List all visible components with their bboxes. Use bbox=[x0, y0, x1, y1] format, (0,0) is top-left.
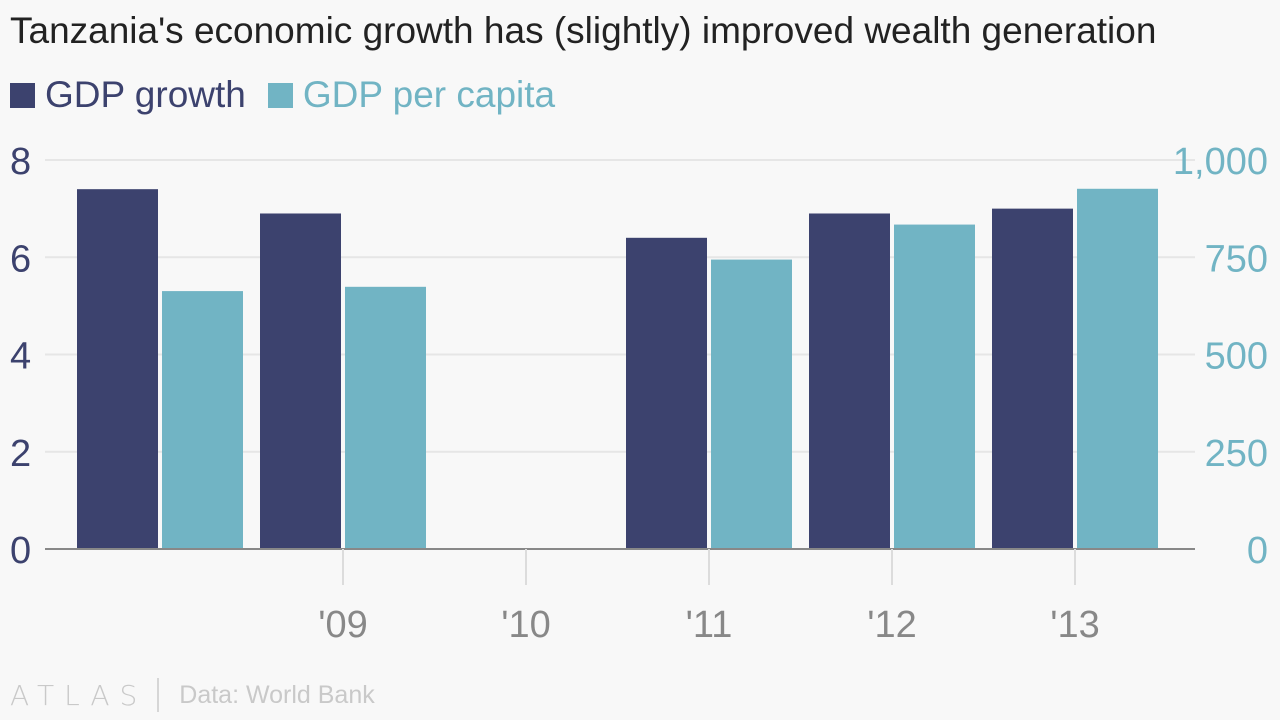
y-left-tick-label: 2 bbox=[10, 433, 31, 475]
bar-chart: 0 2 4 6 8 0 250 500 750 1,000 '09 '10 '11 '12 '13 bbox=[10, 141, 1268, 646]
legend-item-gdp-per-capita: GDP per capita bbox=[267, 74, 556, 116]
bar-gdp-growth bbox=[992, 208, 1073, 549]
y-left-tick-label: 4 bbox=[10, 336, 31, 378]
bar-gdp-growth bbox=[809, 213, 890, 550]
legend: GDP growth GDP per capita bbox=[10, 74, 577, 116]
y-right-tick-label: 250 bbox=[1205, 433, 1268, 475]
bar-gdp-per-capita bbox=[345, 286, 426, 549]
bar-gdp-growth bbox=[626, 237, 707, 550]
x-tick-label: '13 bbox=[1050, 604, 1100, 646]
legend-label-gdp-growth: GDP growth bbox=[45, 74, 246, 115]
bar-gdp-growth bbox=[260, 213, 341, 550]
atlas-logo: ATLAS bbox=[10, 678, 148, 712]
y-right-tick-label: 1,000 bbox=[1173, 141, 1268, 183]
y-right-tick-label: 500 bbox=[1205, 336, 1268, 378]
bar-gdp-per-capita bbox=[1077, 188, 1158, 549]
x-tick-label: '10 bbox=[501, 604, 551, 646]
legend-label-gdp-per-capita: GDP per capita bbox=[302, 74, 556, 115]
y-left-tick-label: 6 bbox=[10, 238, 31, 280]
bar-gdp-per-capita bbox=[894, 224, 975, 549]
x-tick-label: '09 bbox=[318, 604, 368, 646]
footer: ATLAS Data: World Bank bbox=[10, 677, 375, 713]
y-left-tick-label: 0 bbox=[10, 530, 31, 572]
bar-gdp-per-capita bbox=[162, 291, 243, 549]
legend-swatch-gdp-growth bbox=[10, 82, 35, 108]
bar-gdp-growth bbox=[77, 189, 158, 550]
y-right-tick-label: 750 bbox=[1205, 238, 1268, 280]
footer-divider bbox=[157, 678, 160, 712]
legend-swatch-gdp-per-capita bbox=[267, 82, 293, 108]
chart-title: Tanzania's economic growth has (slightly… bbox=[10, 10, 1157, 51]
x-tick-label: '12 bbox=[867, 604, 917, 646]
x-tick-label: '11 bbox=[686, 604, 733, 646]
bar-gdp-per-capita bbox=[711, 259, 792, 549]
legend-item-gdp-growth: GDP growth bbox=[10, 74, 246, 116]
data-source: Data: World Bank bbox=[179, 680, 375, 709]
y-right-tick-label: 0 bbox=[1247, 530, 1268, 572]
y-left-tick-label: 8 bbox=[10, 141, 31, 183]
